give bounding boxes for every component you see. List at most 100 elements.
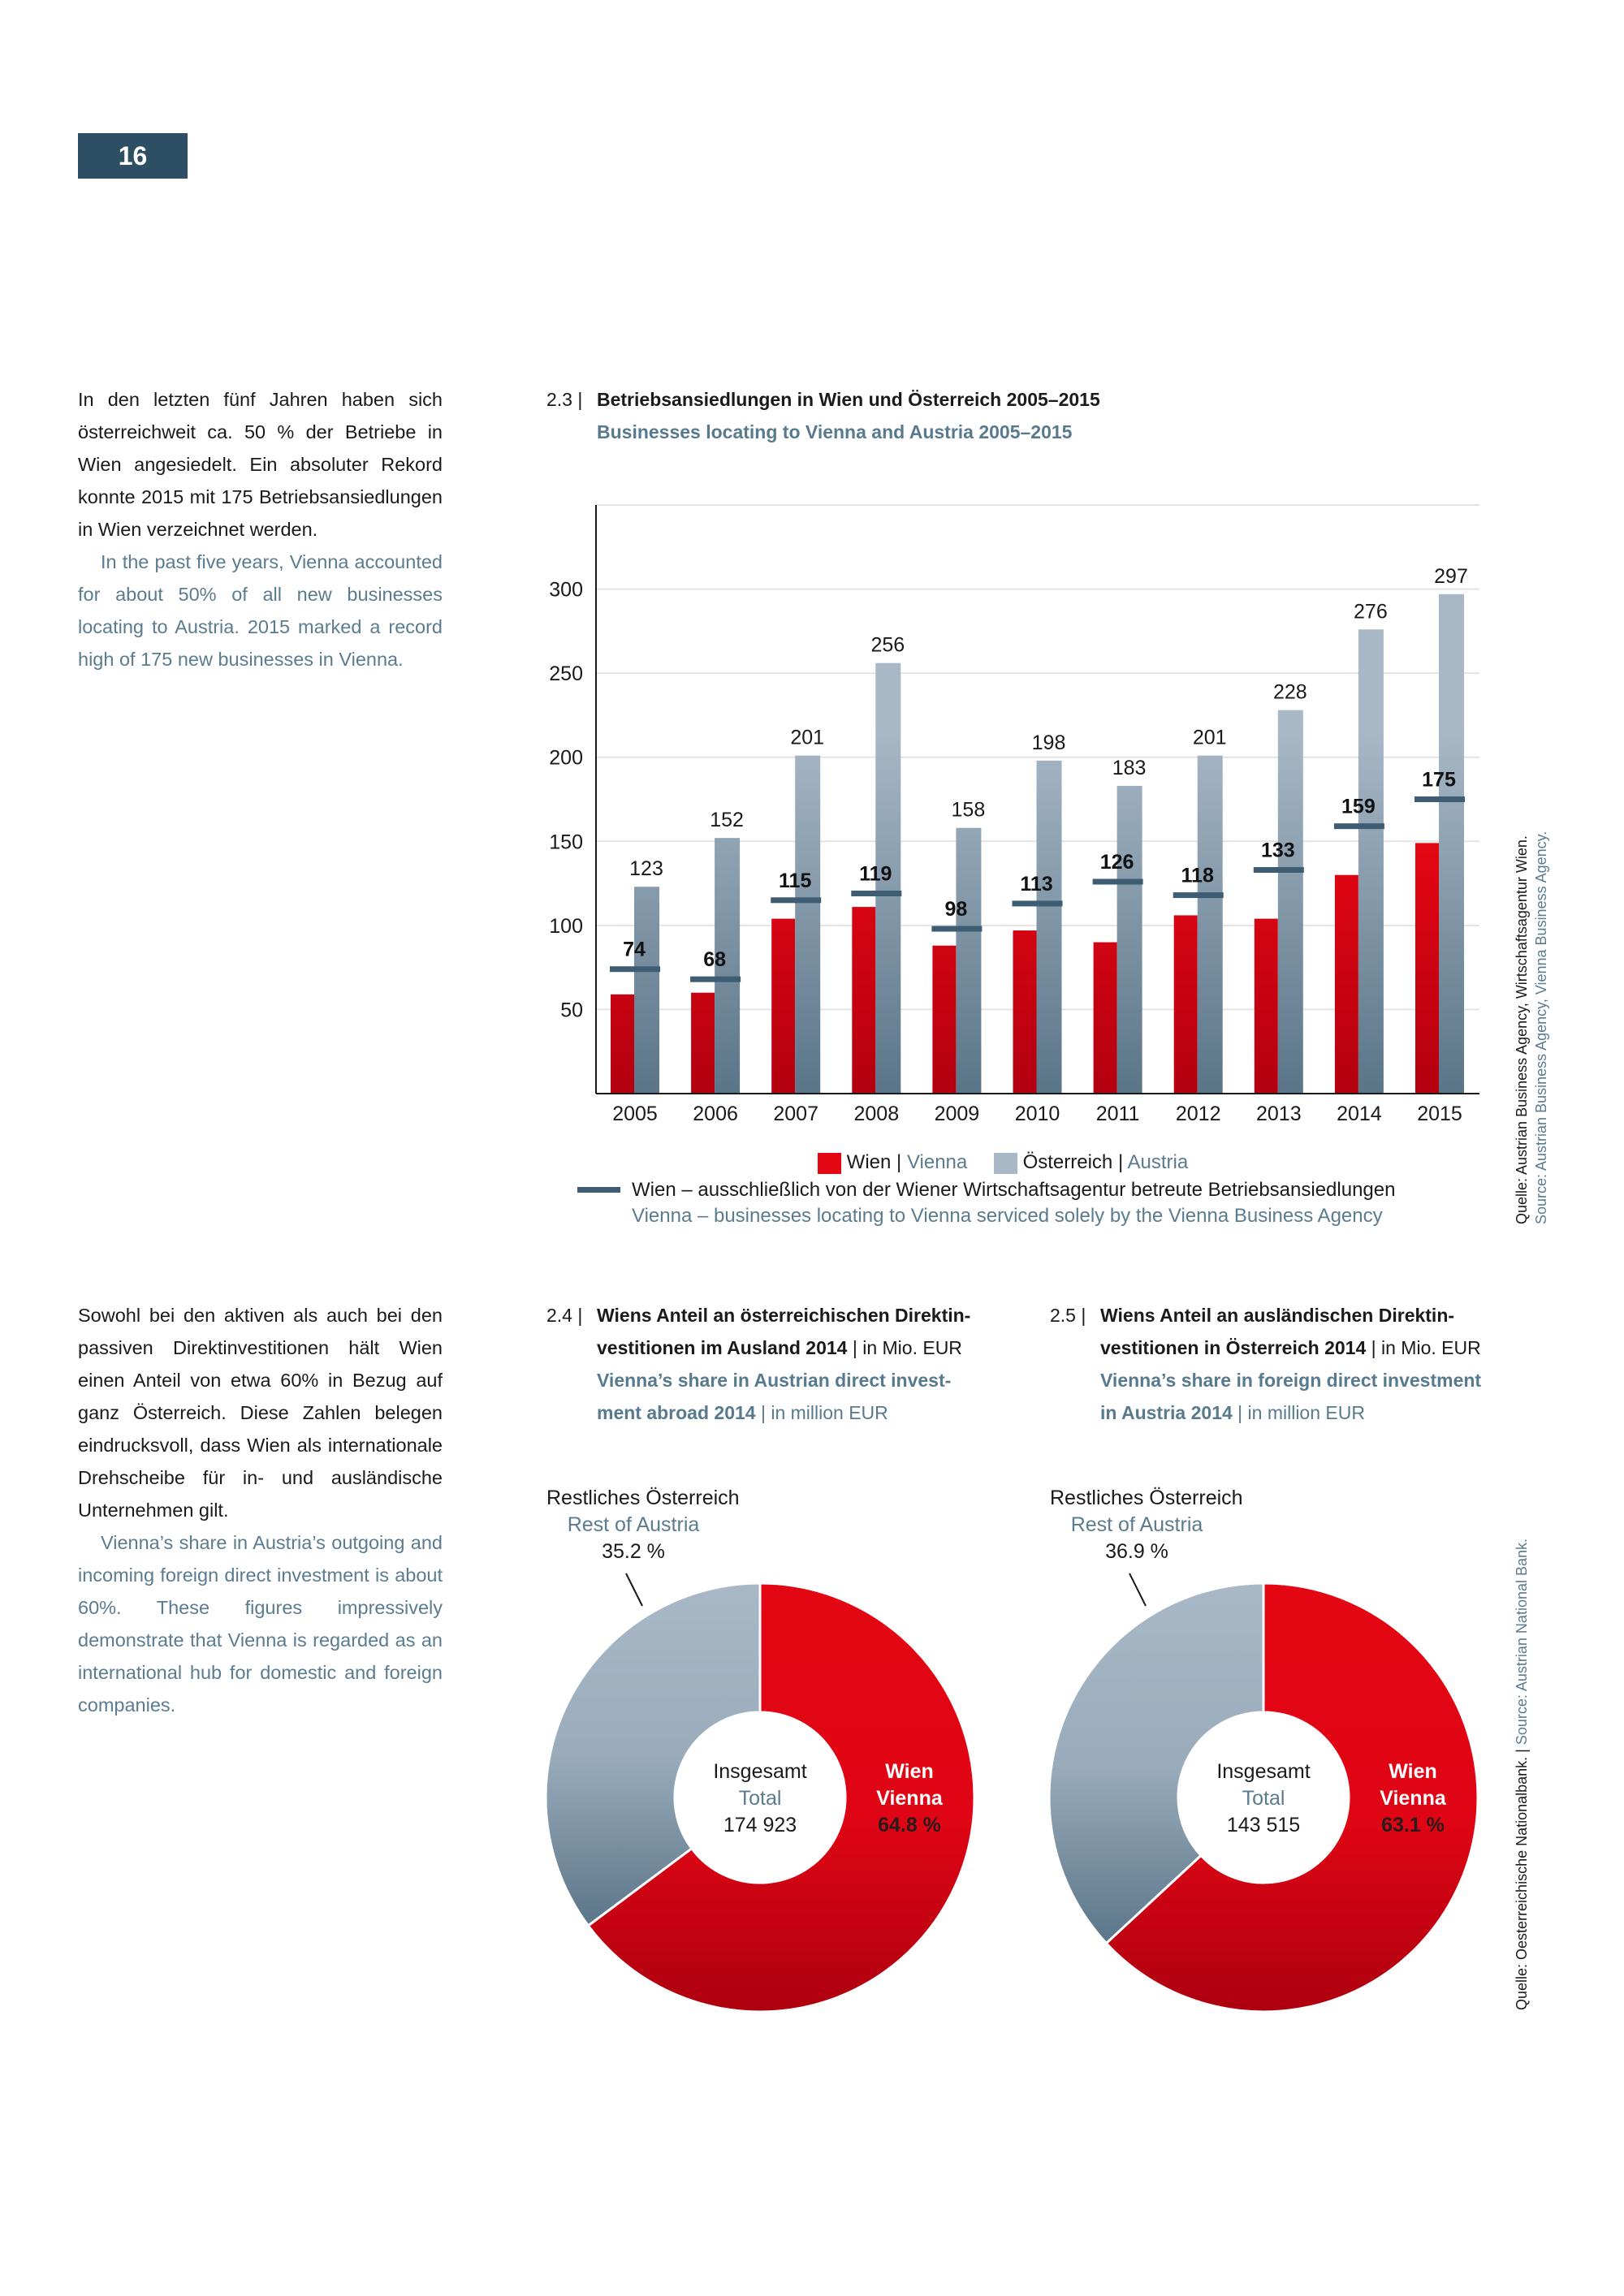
slice-label-rest-de: Restliches Österreich <box>1050 1487 1243 1509</box>
x-tick-label: 2014 <box>1337 1103 1382 1125</box>
y-tick-label: 250 <box>549 662 583 685</box>
data-label-wien-agency: 113 <box>1020 873 1052 896</box>
intro-de: In den letzten fünf Jahren haben sich ös… <box>78 389 443 540</box>
bar-wien <box>1415 843 1439 1094</box>
x-tick-label: 2005 <box>612 1103 658 1125</box>
fdi-de: Sowohl bei den aktiven als auch bei den … <box>78 1305 443 1521</box>
x-tick-label: 2015 <box>1417 1103 1462 1125</box>
slice-label-wien: Wien <box>885 1760 934 1783</box>
y-tick-label: 50 <box>560 999 583 1021</box>
data-label-wien-agency: 119 <box>859 863 892 886</box>
slice-value-rest: 35.2 % <box>602 1540 665 1563</box>
chart-number: 2.3 | <box>546 389 583 410</box>
leader-line <box>625 1573 643 1607</box>
legend-label-oesterreich: Österreich <box>1022 1151 1113 1173</box>
slice-label-rest-de: Restliches Österreich <box>546 1487 740 1509</box>
total-label-en: Total <box>1242 1787 1285 1810</box>
data-label-austria: 276 <box>1354 600 1388 623</box>
total-value: 143 515 <box>1227 1814 1300 1836</box>
bar-austria <box>795 755 821 1094</box>
data-label-austria: 158 <box>952 799 986 822</box>
data-label-austria: 201 <box>1193 727 1227 749</box>
legend: Wien | Vienna Österreich | Austria <box>818 1151 1188 1174</box>
slice-wien <box>586 1582 976 2013</box>
chart-subtitle-line2: ment abroad 2014 <box>597 1402 756 1423</box>
y-tick-label: 200 <box>549 747 583 770</box>
bar-wien <box>1173 915 1198 1094</box>
bar-austria <box>634 887 659 1094</box>
leader-line <box>1129 1573 1147 1607</box>
marker-wien-agency <box>610 966 660 973</box>
bar-wien <box>691 992 715 1094</box>
slice-label-vienna: Vienna <box>876 1787 944 1810</box>
x-tick-label: 2010 <box>1015 1103 1060 1125</box>
total-label-de: Insgesamt <box>713 1760 806 1783</box>
data-label-wien-agency: 74 <box>623 939 646 961</box>
bar-austria <box>1197 755 1223 1094</box>
chart-2-4-title: 2.4 | Wiens Anteil an österreichischen Di… <box>546 1299 1001 1429</box>
bar-austria <box>1277 710 1303 1094</box>
y-tick-label: 150 <box>549 831 583 853</box>
marker-wien-agency <box>1173 892 1224 899</box>
data-label-wien-agency: 68 <box>703 948 726 971</box>
legend-marker-label-de: Wien – ausschließlich von der Wiener Wir… <box>632 1179 1396 1201</box>
chart-subtitle-line1: Vienna’s share in Austrian direct invest… <box>597 1370 952 1391</box>
slice-rest-of-austria <box>1047 1582 1265 1945</box>
bar-wien <box>771 918 796 1094</box>
data-label-austria: 256 <box>870 634 905 657</box>
chart-unit: | in Mio. EUR <box>852 1337 962 1358</box>
bar-austria <box>956 827 982 1094</box>
chart-subtitle: Businesses locating to Vienna and Austri… <box>597 421 1073 442</box>
legend-swatch-austria <box>993 1152 1017 1174</box>
total-label-en: Total <box>739 1787 782 1810</box>
chart-title-line1: Wiens Anteil an ausländischen Direktin- <box>1100 1305 1455 1326</box>
bar-chart: 50 100 150 200 250 300 123 74 2005 152 68 2006 201 11… <box>549 504 1479 1125</box>
total-label-de: Insgesamt <box>1216 1760 1310 1783</box>
x-tick-label: 2012 <box>1176 1103 1221 1125</box>
marker-wien-agency <box>1415 796 1465 802</box>
legend-marker-label-en: Vienna – businesses locating to Vienna s… <box>632 1205 1383 1227</box>
bar-wien <box>1093 942 1117 1094</box>
data-label-wien-agency: 115 <box>779 870 811 892</box>
data-label-austria: 123 <box>629 857 663 880</box>
marker-wien-agency <box>771 897 822 904</box>
marker-wien-agency <box>1333 823 1384 830</box>
bar-wien <box>852 907 876 1094</box>
x-tick-label: 2007 <box>773 1103 818 1125</box>
data-label-austria: 297 <box>1434 565 1468 588</box>
chart-title-line2: vestitionen im Ausland 2014 <box>597 1337 848 1358</box>
chart-subtitle-line2: in Austria 2014 <box>1100 1402 1233 1423</box>
slice-label-vienna: Vienna <box>1380 1787 1447 1810</box>
bar-wien <box>932 945 957 1094</box>
chart-unit-en: | in million EUR <box>760 1402 888 1423</box>
chart-unit: | in Mio. EUR <box>1371 1337 1481 1358</box>
marker-wien-agency <box>690 976 741 982</box>
slice-wien <box>1104 1582 1479 2013</box>
marker-wien-agency <box>851 891 902 896</box>
x-tick-label: 2006 <box>693 1103 738 1125</box>
bar-austria <box>1116 785 1142 1094</box>
data-label-austria: 152 <box>710 809 744 831</box>
bar-austria <box>1036 760 1062 1094</box>
marker-wien-agency <box>931 926 983 932</box>
data-label-wien-agency: 118 <box>1181 865 1214 887</box>
legend-swatch-wien <box>818 1152 841 1174</box>
data-label-wien-agency: 98 <box>944 898 967 921</box>
bar-wien <box>1334 874 1358 1094</box>
legend-marker: Wien – ausschließlich von der Wiener Wir… <box>632 1177 1395 1229</box>
slice-label-rest-en: Rest of Austria <box>1071 1513 1203 1536</box>
x-tick-label: 2013 <box>1256 1103 1302 1125</box>
chart-2-3-title: 2.3 | Betriebsansiedlungen in Wien und Ös… <box>546 383 1480 448</box>
intro-en: In the past five years, Vienna accounted… <box>78 551 443 670</box>
bar-austria <box>1358 629 1384 1094</box>
marker-wien-agency <box>1012 900 1063 907</box>
y-tick-label: 100 <box>549 915 583 938</box>
chart-2-5-title: 2.5 | Wiens Anteil an ausländischen Direk… <box>1050 1299 1521 1429</box>
chart-title-line2: vestitionen in Österreich 2014 <box>1100 1337 1367 1358</box>
y-tick-label: 300 <box>549 579 583 602</box>
data-label-austria: 201 <box>790 727 824 749</box>
fdi-text: Sowohl bei den aktiven als auch bei den … <box>78 1299 443 1721</box>
chart-subtitle-line1: Vienna’s share in foreign direct investm… <box>1100 1370 1482 1391</box>
slice-value-wien: 64.8 % <box>878 1814 941 1836</box>
